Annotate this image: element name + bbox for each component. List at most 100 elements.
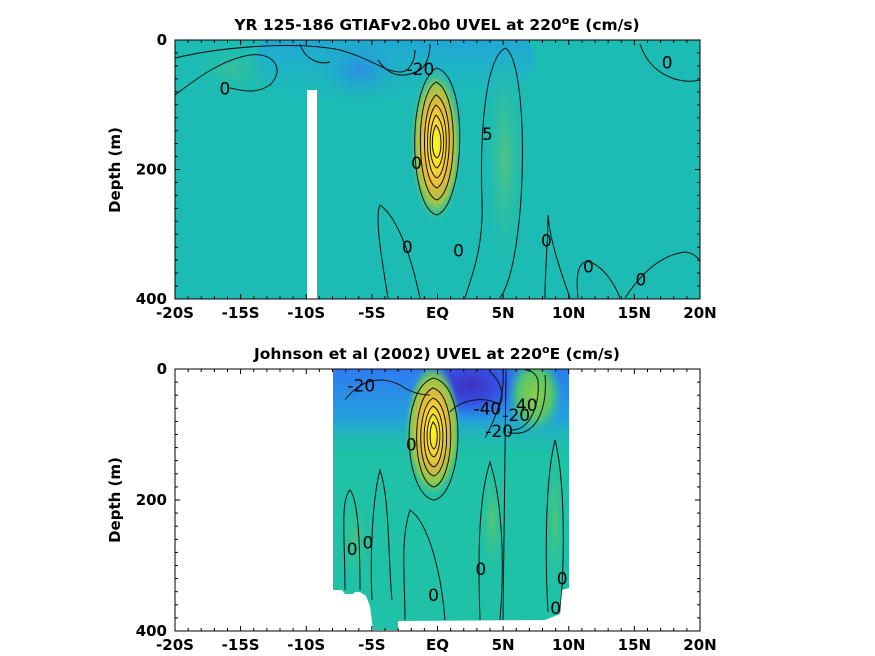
contour-label-top: 0 [453, 241, 464, 261]
x-tick-label: 20N [683, 636, 716, 654]
contour-bottom-core-2 [416, 387, 452, 488]
contour-label-top: 5 [482, 125, 493, 145]
contour-bottom-neg20-right [484, 371, 504, 439]
contour-top-zero-low [377, 204, 421, 299]
contour-bottom-zero-right [502, 369, 507, 621]
contour-top-core-3 [424, 94, 450, 189]
x-tick-label: -15S [222, 636, 260, 654]
title-top-sup: o [562, 14, 570, 27]
contour-top-zero-l2 [299, 43, 331, 64]
title-bottom-sup: o [542, 343, 550, 356]
heatmap-top-undercurrent-core [410, 67, 462, 223]
contour-bottom-core-5 [426, 413, 441, 458]
x-tick-label: EQ [426, 636, 449, 654]
contour-label-top: 0 [541, 232, 552, 252]
contour-label-bottom: 0 [557, 570, 568, 590]
contour-label-bottom: 0 [550, 599, 561, 619]
heatmap-top-left-lobe [188, 40, 278, 100]
y-axis-label-bottom: Depth (m) [106, 457, 124, 543]
x-tick-label: -20S [156, 304, 194, 322]
x-tick-label: -5S [358, 304, 385, 322]
contour-label-bottom: 0 [475, 560, 486, 580]
contour-bottom-zero-5n [478, 460, 503, 621]
panel-top: -20 0 0 0 0 0 0 0 5 0 -20S -15S -10S -5S EQ 5N 10N 15N 20… [106, 14, 717, 322]
ticks-top: -20S -15S -10S -5S EQ 5N 10N 15N 20N 0 200 400 [136, 31, 717, 322]
contour-label-bottom: -20 [502, 406, 530, 426]
y-tick-label: 400 [136, 622, 167, 640]
contour-top-zero-tr [639, 43, 700, 82]
heatmap-bottom-undercurrent-core [405, 369, 461, 498]
heatmap-bottom [333, 369, 569, 630]
contour-bottom-zero-left-2 [370, 468, 393, 601]
contour-bottom-zero-left-1 [343, 489, 361, 591]
x-tick-label: -10S [287, 636, 325, 654]
title-top-main: YR 125-186 GTIAFv2.0b0 UVEL at 220 [233, 16, 562, 34]
contour-labels-top: -20 0 0 0 0 0 0 0 5 0 [219, 54, 672, 291]
heatmap-top-blue-core [305, 40, 415, 110]
x-tick-label: -5S [358, 636, 385, 654]
contour-top-zero-fr1 [576, 261, 621, 299]
contour-top-zero-right [544, 214, 571, 299]
contour-label-bottom: -40 [473, 399, 501, 419]
x-tick-label: -10S [287, 304, 325, 322]
y-axis-label-top: Depth (m) [106, 127, 124, 213]
heatmap-top-gap [307, 90, 317, 300]
chart-title-top: YR 125-186 GTIAFv2.0b0 UVEL at 220oE (cm… [233, 14, 639, 34]
x-tick-label: 15N [618, 304, 651, 322]
contour-top-neg20 [377, 43, 431, 76]
x-tick-label: 10N [552, 636, 585, 654]
y-tick-label: 0 [157, 360, 167, 378]
x-tick-label: -20S [156, 636, 194, 654]
title-bottom-tail: E (cm/s) [550, 345, 620, 363]
contour-label-bottom: 40 [516, 396, 538, 416]
contour-top-0-left [175, 54, 278, 96]
y-tick-label: 400 [136, 290, 167, 308]
contour-top-0-main [175, 45, 416, 73]
contour-label-bottom: -20 [347, 376, 375, 396]
x-tick-label: EQ [426, 304, 449, 322]
contour-label-bottom: 0 [406, 435, 417, 455]
heatmap-top-right-lobe [483, 40, 527, 280]
contour-label-top: 0 [411, 154, 422, 174]
contour-label-bottom: -20 [485, 422, 513, 442]
x-tick-label: 5N [492, 636, 515, 654]
contour-bottom-core-outer [408, 377, 459, 501]
contour-top-zero-fr2 [624, 251, 700, 299]
title-top-tail: E (cm/s) [569, 16, 639, 34]
contour-top-core-4 [427, 104, 447, 179]
heatmap-bottom-green-lobe [507, 369, 563, 435]
contour-label-top: 0 [583, 258, 594, 278]
contour-label-top: 0 [219, 80, 230, 100]
x-tick-label: 10N [552, 304, 585, 322]
contour-bottom-core-4 [423, 405, 444, 468]
title-bottom-main: Johnson et al (2002) UVEL at 220 [253, 345, 542, 363]
x-tick-label: -15S [222, 304, 260, 322]
contour-top-core-2 [419, 81, 454, 201]
contour-top-core-5 [429, 114, 445, 169]
contour-bottom-neg40 [449, 371, 503, 413]
contour-bottom-neg20-upper [344, 379, 431, 401]
contour-label-bottom: 0 [363, 534, 374, 554]
contour-label-bottom: 0 [347, 540, 358, 560]
heatmap-bottom-blob-1 [478, 460, 506, 580]
x-tick-label: 5N [492, 304, 515, 322]
x-tick-label: 20N [683, 304, 716, 322]
x-tick-label: 15N [618, 636, 651, 654]
contour-top-core-outer [414, 67, 461, 216]
contour-label-top: 0 [636, 271, 647, 291]
contour-label-top: -20 [407, 60, 435, 80]
contour-bottom-zero-mid [403, 509, 446, 621]
contour-label-top: 0 [662, 54, 673, 74]
contour-bottom-core-6 [429, 421, 438, 450]
y-tick-label: 200 [136, 491, 167, 509]
contour-top-right-lobe [464, 47, 523, 299]
y-tick-label: 200 [136, 161, 167, 179]
heatmap-top [175, 40, 700, 299]
y-tick-label: 0 [157, 31, 167, 49]
contour-label-bottom: 0 [428, 586, 439, 606]
contour-top-core-6 [431, 124, 442, 159]
